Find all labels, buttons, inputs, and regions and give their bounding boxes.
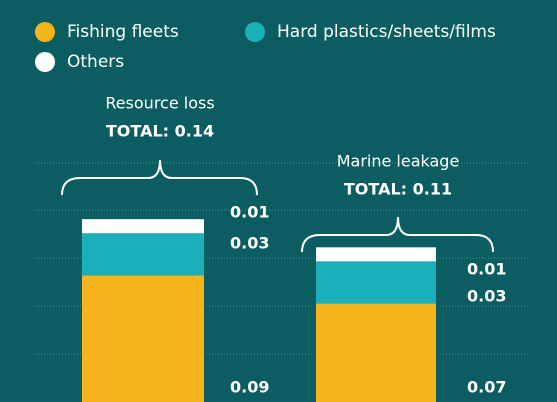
bar-segment: [316, 303, 436, 402]
legend-label: Others: [67, 52, 124, 72]
category-label: Resource loss: [105, 94, 214, 113]
value-label: 0.09: [230, 378, 269, 397]
category-label: Marine leakage: [337, 152, 460, 171]
brace: [61, 159, 258, 196]
value-label: 0.01: [467, 260, 506, 279]
value-label: 0.07: [467, 378, 506, 397]
legend-swatch: [35, 22, 55, 42]
value-label: 0.03: [467, 287, 506, 306]
total-label: TOTAL: 0.11: [344, 180, 452, 199]
legend-swatch: [245, 22, 265, 42]
legend-label: Hard plastics/sheets/films: [277, 22, 496, 42]
legend-swatch: [35, 52, 55, 72]
bar-segment: [82, 275, 204, 402]
brace: [301, 216, 494, 253]
bar-segment: [82, 233, 204, 276]
value-label: 0.03: [230, 234, 269, 253]
legend-label: Fishing fleets: [67, 22, 179, 42]
total-label: TOTAL: 0.14: [106, 122, 214, 141]
bar-segment: [316, 261, 436, 304]
bar-segment: [316, 247, 436, 262]
bar-segment: [82, 219, 204, 234]
value-label: 0.01: [230, 203, 269, 222]
